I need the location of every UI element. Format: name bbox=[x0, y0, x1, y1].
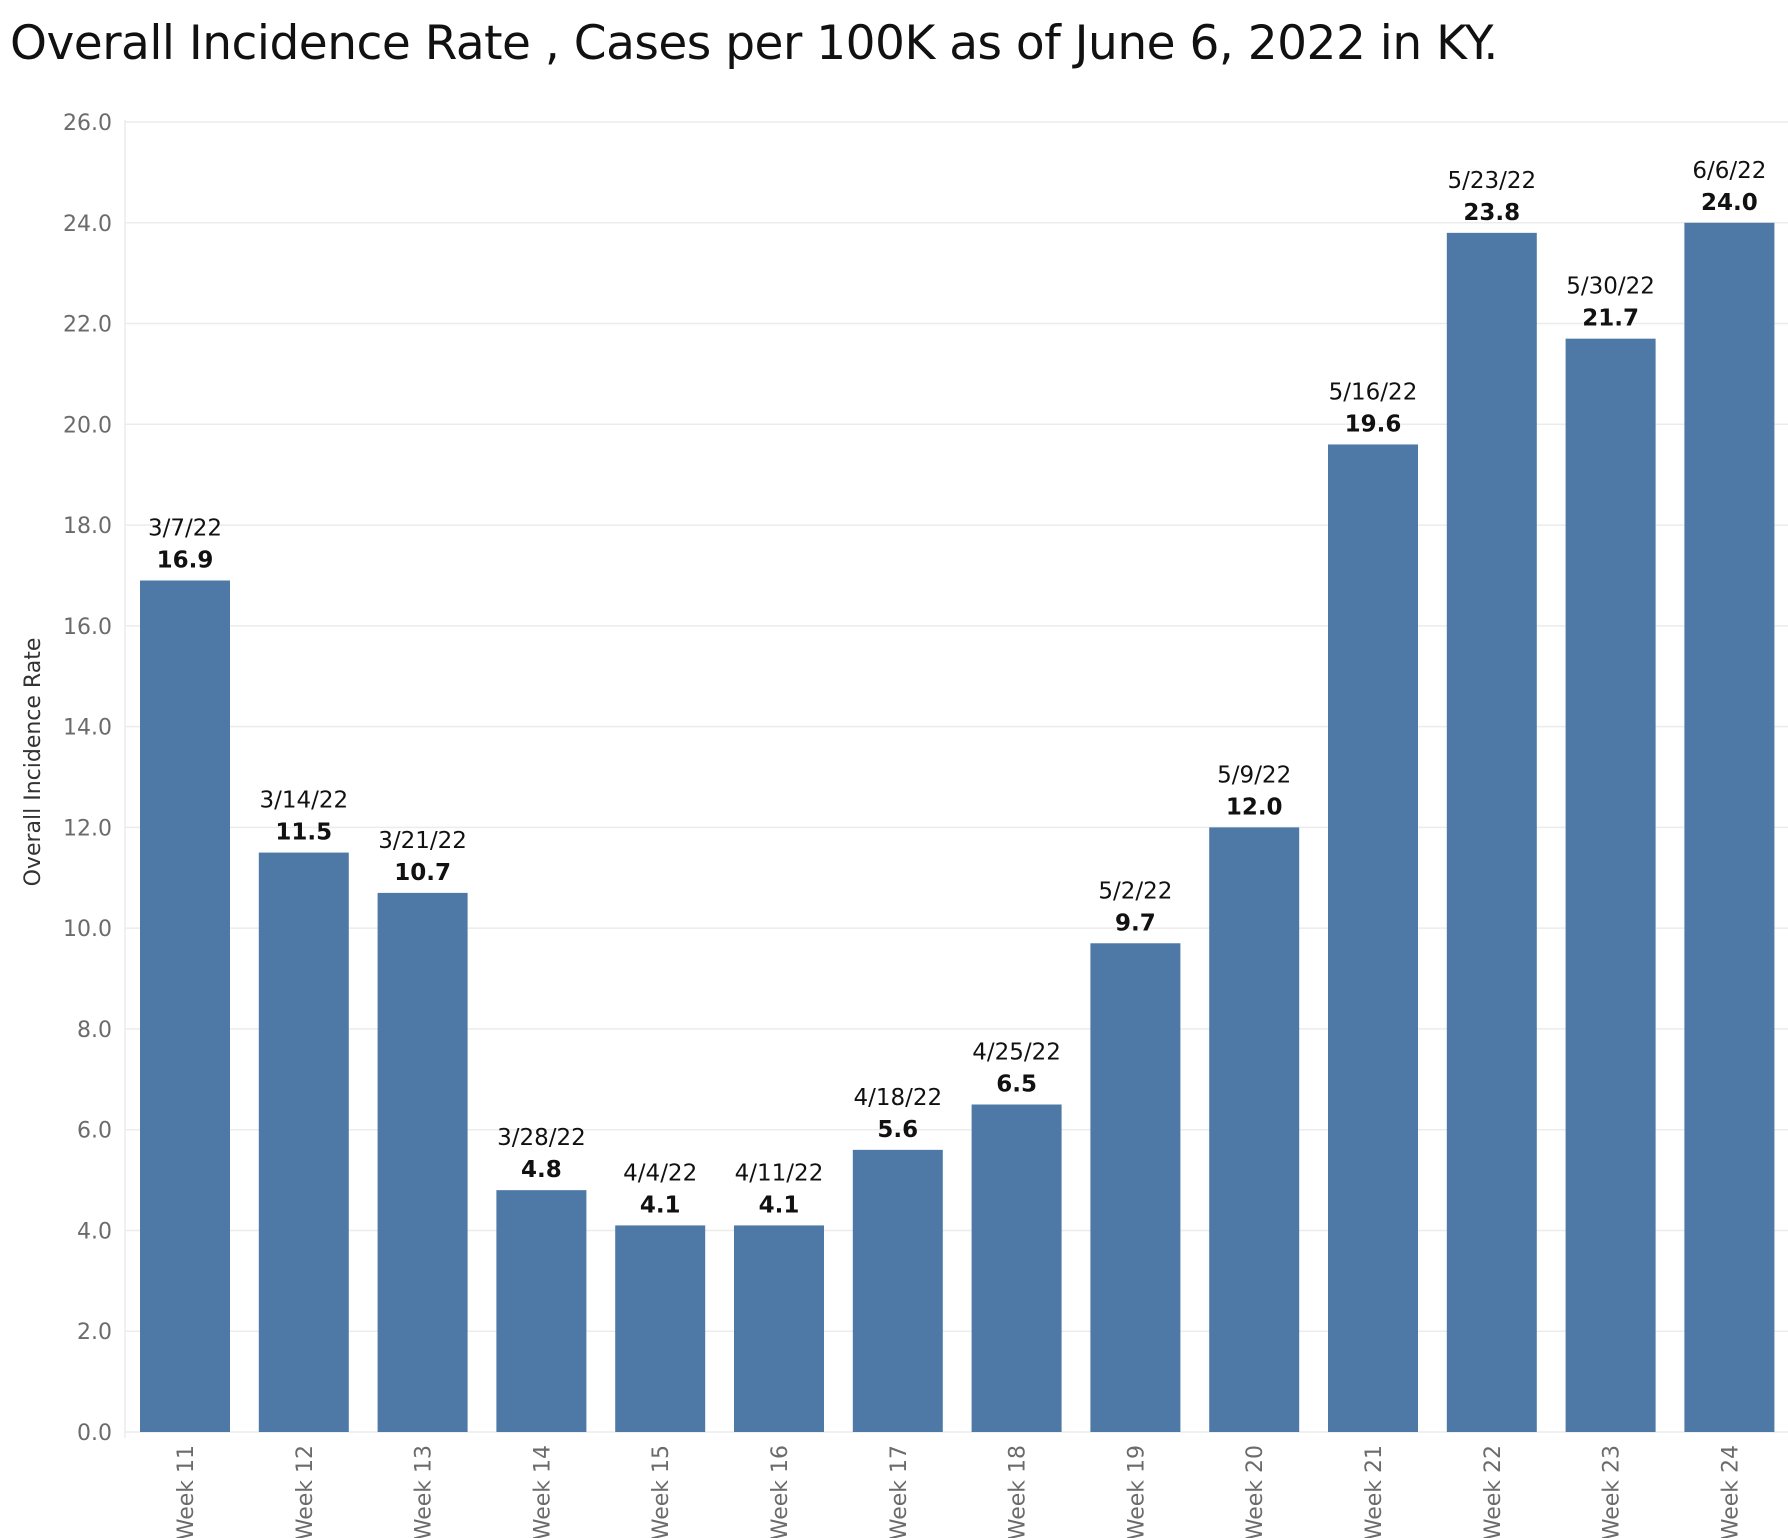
x-axis-ticks: Week 11 Week 12 Week 13 Week 14 Week 15 Week … bbox=[174, 1445, 1743, 1538]
bar-value-label: 6.5 bbox=[996, 1072, 1037, 1098]
x-tick-label: Week 24 bbox=[1718, 1445, 1743, 1538]
bar bbox=[1328, 444, 1418, 1432]
bar bbox=[1684, 222, 1775, 1432]
bar bbox=[258, 852, 349, 1432]
bar bbox=[971, 1104, 1062, 1432]
x-tick-label: Week 14 bbox=[530, 1445, 555, 1538]
bar bbox=[140, 580, 230, 1432]
x-tick-label: Week 17 bbox=[887, 1445, 912, 1538]
x-tick-label: Week 16 bbox=[768, 1445, 793, 1538]
bar-value-label: 4.1 bbox=[640, 1192, 681, 1218]
bar-date-label: 3/28/22 bbox=[497, 1125, 586, 1151]
bar-value-label: 9.7 bbox=[1115, 910, 1156, 936]
bar-value-label: 19.6 bbox=[1345, 411, 1402, 437]
bar-value-label: 12.0 bbox=[1226, 794, 1283, 820]
y-tick-label: 12.0 bbox=[63, 816, 112, 841]
bar-date-label: 5/23/22 bbox=[1447, 168, 1536, 194]
y-tick-label: 8.0 bbox=[77, 1018, 112, 1043]
bar-value-label: 23.8 bbox=[1463, 200, 1520, 226]
bar-date-label: 4/18/22 bbox=[853, 1085, 942, 1111]
bar bbox=[496, 1190, 587, 1432]
y-tick-label: 20.0 bbox=[63, 413, 112, 438]
x-tick-label: Week 22 bbox=[1481, 1445, 1506, 1538]
y-tick-label: 24.0 bbox=[63, 212, 112, 237]
x-tick-label: Week 12 bbox=[293, 1445, 318, 1538]
bar-date-label: 4/4/22 bbox=[623, 1160, 697, 1186]
y-tick-label: 10.0 bbox=[63, 917, 112, 942]
bar bbox=[1090, 943, 1181, 1432]
data-labels: 3/7/22 16.9 3/14/22 11.5 3/21/22 10.7 3/28/22 4… bbox=[148, 158, 1766, 1219]
bar bbox=[1209, 827, 1300, 1432]
x-tick-label: Week 18 bbox=[1006, 1445, 1031, 1538]
x-tick-label: Week 15 bbox=[649, 1445, 674, 1538]
x-tick-label: Week 19 bbox=[1124, 1445, 1149, 1538]
bar bbox=[1565, 338, 1656, 1433]
x-tick-label: Week 23 bbox=[1600, 1445, 1625, 1538]
bar-value-label: 21.7 bbox=[1582, 306, 1639, 332]
chart-title: Overall Incidence Rate , Cases per 100K … bbox=[10, 16, 1498, 71]
y-tick-label: 6.0 bbox=[77, 1119, 112, 1144]
y-axis-title: Overall Incidence Rate bbox=[21, 638, 46, 887]
y-tick-label: 0.0 bbox=[77, 1421, 112, 1446]
bars bbox=[140, 222, 1775, 1433]
y-tick-label: 22.0 bbox=[63, 313, 112, 338]
y-tick-label: 16.0 bbox=[63, 615, 112, 640]
y-tick-label: 2.0 bbox=[77, 1320, 112, 1345]
bar-value-label: 24.0 bbox=[1701, 190, 1758, 216]
bar-value-label: 11.5 bbox=[275, 820, 332, 846]
bar-date-label: 4/25/22 bbox=[972, 1040, 1061, 1066]
x-tick-label: Week 20 bbox=[1243, 1445, 1268, 1538]
bar-date-label: 5/9/22 bbox=[1217, 762, 1291, 788]
bar-value-label: 10.7 bbox=[394, 860, 451, 886]
gridlines bbox=[124, 120, 1788, 1438]
y-tick-label: 4.0 bbox=[77, 1219, 112, 1244]
bar-date-label: 3/7/22 bbox=[148, 516, 222, 542]
bar-date-label: 5/30/22 bbox=[1566, 274, 1655, 300]
y-tick-label: 26.0 bbox=[63, 111, 112, 136]
bar bbox=[1446, 232, 1537, 1432]
x-tick-label: Week 11 bbox=[174, 1445, 199, 1538]
bar bbox=[734, 1225, 824, 1432]
bar-value-label: 4.1 bbox=[759, 1192, 800, 1218]
y-axis-ticks: 0.0 2.0 4.0 6.0 8.0 10.0 12.0 14.0 16.0 18.0 20.0 2… bbox=[63, 111, 112, 1446]
x-tick-label: Week 13 bbox=[412, 1445, 437, 1538]
bar bbox=[852, 1149, 943, 1432]
x-tick-label: Week 21 bbox=[1362, 1445, 1387, 1538]
y-tick-label: 14.0 bbox=[63, 716, 112, 741]
bar-value-label: 4.8 bbox=[521, 1157, 562, 1183]
bar-date-label: 3/21/22 bbox=[378, 828, 467, 854]
bar bbox=[377, 892, 468, 1432]
bar-date-label: 6/6/22 bbox=[1692, 158, 1766, 184]
bar bbox=[615, 1225, 706, 1432]
bar-date-label: 5/16/22 bbox=[1329, 379, 1418, 405]
bar-date-label: 4/11/22 bbox=[735, 1160, 824, 1186]
bar-date-label: 3/14/22 bbox=[259, 788, 348, 814]
y-tick-label: 18.0 bbox=[63, 514, 112, 539]
bar-date-label: 5/2/22 bbox=[1098, 878, 1172, 904]
bar-value-label: 5.6 bbox=[877, 1117, 918, 1143]
bar-value-label: 16.9 bbox=[157, 548, 214, 574]
